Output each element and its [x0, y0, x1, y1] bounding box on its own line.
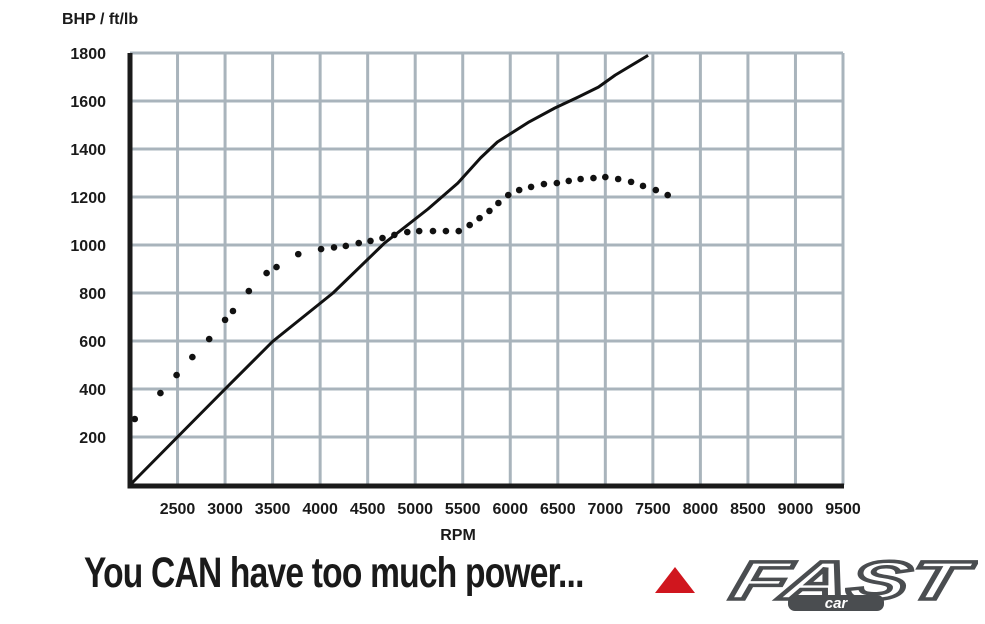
x-tick-label: 8000 [683, 501, 719, 518]
y-tick-label: 1000 [70, 238, 106, 255]
torque-dot [466, 221, 473, 229]
torque-dot [157, 389, 164, 397]
torque-dot [590, 174, 597, 182]
torque-dot [527, 183, 535, 191]
x-tick-label: 3500 [255, 501, 291, 518]
torque-dot [379, 234, 386, 242]
torque-dot [273, 263, 280, 271]
x-tick-label: 9000 [778, 501, 814, 518]
torque-dot [652, 186, 660, 194]
series-layer [128, 54, 671, 487]
torque-dot [131, 415, 139, 423]
torque-dot [602, 173, 609, 181]
y-tick-labels: 200 400 600 800 1000 1200 1400 1600 1800 [70, 46, 106, 447]
torque-dot [355, 239, 363, 247]
torque-dot [495, 199, 502, 207]
x-tick-label: 9500 [825, 501, 861, 518]
torque-dot [664, 191, 671, 199]
torque-dot [173, 371, 180, 379]
x-axis-title: RPM [440, 527, 476, 544]
y-tick-label: 1200 [70, 190, 106, 207]
torque-dot [189, 353, 196, 361]
torque-dot [577, 175, 584, 183]
torque-dot [404, 228, 411, 236]
y-tick-label: 1600 [70, 94, 106, 111]
torque-dot [476, 214, 483, 222]
torque-dot [221, 316, 229, 324]
x-tick-label: 2500 [160, 501, 196, 518]
torque-dot [515, 186, 523, 194]
torque-dot [391, 231, 398, 239]
torque-dot [229, 307, 237, 315]
tagline: You CAN have too much power... [84, 549, 584, 597]
torque-dot [504, 191, 512, 199]
torque-dot [294, 250, 302, 258]
red-triangle-icon [655, 567, 695, 593]
torque-dot [553, 179, 561, 187]
torque-dot [455, 227, 463, 235]
torque-dot [317, 245, 325, 253]
x-tick-label: 6500 [540, 501, 576, 518]
axes [127, 53, 844, 489]
torque-dot [565, 177, 573, 185]
torque-dot [639, 182, 647, 190]
y-axis-title: BHP / ft/lb [62, 11, 138, 28]
y-tick-label: 1800 [70, 46, 106, 63]
torque-dot [627, 178, 635, 186]
y-tick-label: 200 [79, 430, 106, 447]
x-tick-label: 8500 [730, 501, 766, 518]
logo-car-text: car [825, 595, 849, 611]
x-tick-label: 6000 [492, 501, 528, 518]
logo-car-pill [788, 595, 884, 611]
torque-dot [442, 227, 450, 235]
torque-dot [263, 269, 270, 277]
y-tick-label: 1400 [70, 142, 106, 159]
x-tick-label: 4000 [302, 501, 338, 518]
torque-dot [429, 227, 437, 235]
torque-dot [614, 175, 622, 183]
x-tick-label: 4500 [350, 501, 386, 518]
x-tick-label: 5000 [397, 501, 433, 518]
torque-dot [540, 180, 548, 188]
torque-dot [367, 237, 374, 245]
dyno-chart: BHP / ft/lb 200 400 600 800 1000 1200 1400 1600… [62, 11, 861, 544]
x-tick-label: 3000 [207, 501, 243, 518]
x-tick-label: 7500 [635, 501, 671, 518]
y-tick-label: 400 [79, 382, 106, 399]
y-tick-label: 600 [79, 334, 106, 351]
torque-dot [342, 242, 350, 250]
torque-dot [205, 335, 213, 343]
gridlines [130, 51, 845, 485]
y-tick-label: 800 [79, 286, 106, 303]
torque-dot [415, 227, 423, 235]
torque-dot [330, 244, 338, 251]
bhp-line [128, 54, 649, 487]
x-tick-label: 7000 [588, 501, 624, 518]
torque-dot [486, 207, 493, 215]
x-tick-label: 5500 [445, 501, 481, 518]
x-tick-labels: 2500 3000 3500 4000 4500 5000 5500 6000 6500 7000… [160, 501, 861, 518]
fast-car-logo: FAST car [724, 553, 978, 611]
torque-dot [245, 287, 253, 295]
